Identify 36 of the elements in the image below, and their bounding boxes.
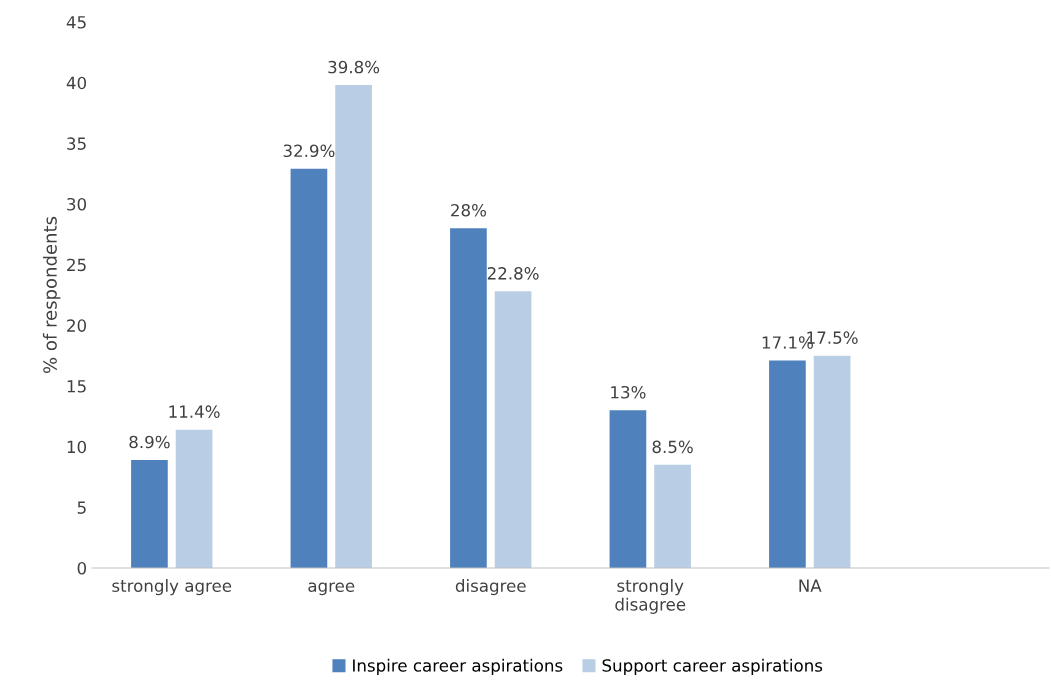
data-label: 8.9% — [129, 435, 170, 449]
y-tick-label: 0 — [77, 561, 87, 575]
y-tick-label: 30 — [67, 197, 87, 211]
x-tick-label: disagree — [455, 579, 526, 596]
bar — [175, 429, 213, 568]
bar — [494, 291, 532, 568]
y-axis-title: % of respondents — [42, 216, 61, 374]
y-tick-label: 45 — [66, 16, 86, 29]
bar — [609, 410, 647, 568]
data-label: 32.9% — [283, 144, 335, 158]
data-label: 28% — [451, 203, 487, 217]
y-tick-label: 5 — [77, 501, 86, 514]
legend-label: Support career aspirations — [602, 658, 823, 675]
x-tick-label: strongly agree — [112, 579, 232, 596]
bar — [131, 460, 168, 568]
bar — [335, 85, 372, 568]
data-label: 8.5% — [652, 440, 693, 454]
bar — [290, 168, 328, 568]
data-label: 11.4% — [169, 405, 220, 418]
y-tick-label: 40 — [66, 76, 87, 90]
bar — [813, 355, 851, 568]
x-tick-label: agree — [308, 582, 355, 596]
x-tick-label: NA — [799, 579, 822, 592]
y-tick-label: 15 — [67, 380, 86, 393]
bar — [769, 360, 806, 568]
y-tick-label: 10 — [67, 440, 87, 454]
y-tick-label: 20 — [67, 319, 87, 332]
y-tick-label: 25 — [67, 258, 86, 272]
data-label: 22.8% — [487, 267, 539, 280]
data-label: 39.8% — [328, 60, 380, 74]
data-label: 13% — [611, 385, 646, 399]
bar — [654, 464, 691, 568]
x-tick-label: strongly disagree — [615, 579, 686, 614]
bar — [450, 228, 487, 568]
y-tick-label: 35 — [67, 137, 86, 150]
legend-label: Inspire career aspirations — [353, 658, 563, 675]
